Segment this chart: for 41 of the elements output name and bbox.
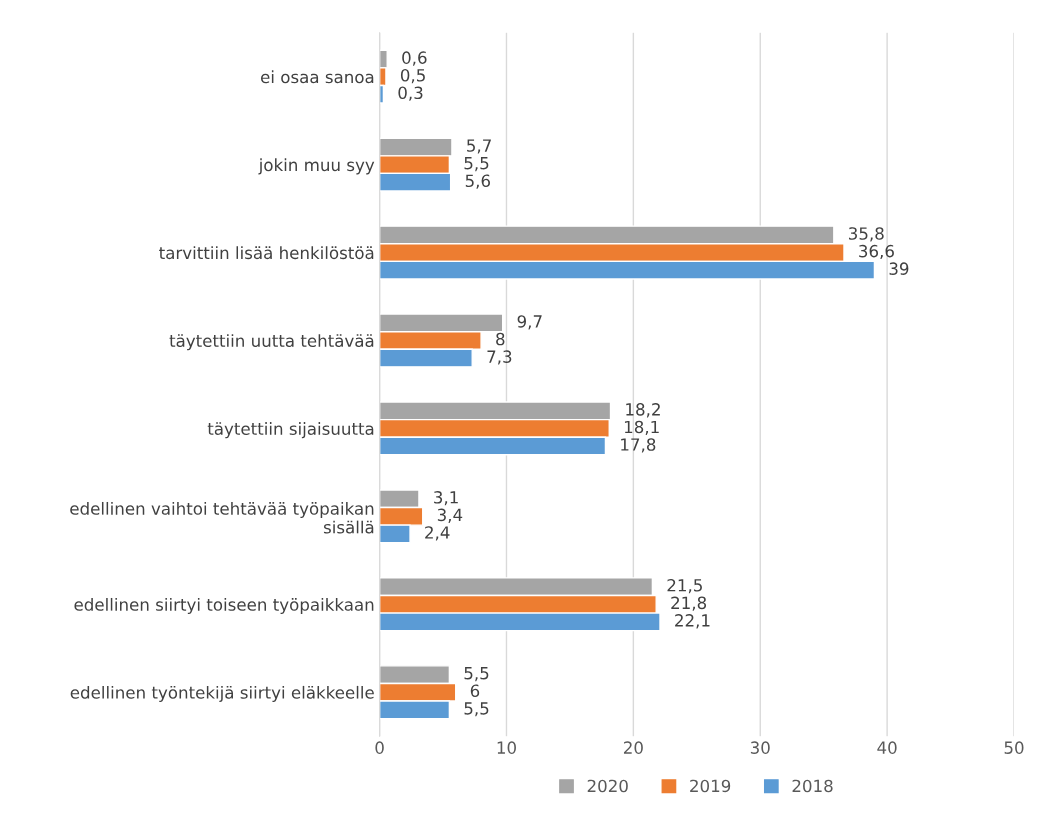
y-tick-label: edellinen vaihtoi tehtävää työpaikan sisällä <box>70 501 374 534</box>
legend-label: 2018 <box>792 779 833 793</box>
data-label: 5,7 <box>467 139 491 154</box>
x-tick-label: 20 <box>623 741 643 754</box>
legend-label: 2020 <box>587 779 628 793</box>
data-label: 8 <box>496 332 505 346</box>
data-label: 35,8 <box>848 227 884 242</box>
data-label: 5,5 <box>464 702 489 717</box>
data-label: 39 <box>889 262 909 275</box>
y-tick-label: edellinen siirtyi toiseen työpaikkaan <box>74 597 374 615</box>
data-label: 17,8 <box>621 438 656 453</box>
y-tick-label: jokin muu syy <box>258 158 375 175</box>
data-label: 21,8 <box>671 596 707 611</box>
y-tick-label: edellinen työntekijä siirtyi eläkkeelle <box>70 685 374 703</box>
data-label: 0,6 <box>402 51 427 66</box>
data-label: 18,1 <box>624 420 659 435</box>
legend-label: 2019 <box>690 779 731 793</box>
data-label: 3,4 <box>437 508 463 523</box>
data-label: 0,5 <box>400 68 425 84</box>
data-label: 6 <box>470 684 480 698</box>
x-tick-label: 0 <box>375 741 384 754</box>
y-tick-label: täytettiin uutta tehtävää <box>169 334 374 351</box>
data-label: 0,3 <box>398 86 423 101</box>
y-tick-label: ei osaa sanoa <box>261 70 374 84</box>
x-tick-label: 50 <box>1004 741 1024 754</box>
data-label: 7,3 <box>487 350 512 365</box>
data-label: 5,5 <box>464 667 489 682</box>
data-label: 36,6 <box>859 244 894 260</box>
data-label: 18,2 <box>626 403 660 418</box>
y-tick-label: täytettiin sijaisuutta <box>207 422 374 439</box>
x-tick-label: 30 <box>750 741 770 754</box>
data-label: 9,7 <box>517 315 542 330</box>
x-tick-label: 40 <box>877 741 897 754</box>
data-label: 2,4 <box>425 526 450 541</box>
data-label: 5,6 <box>465 174 490 189</box>
y-tick-label: tarvittiin lisää henkilöstöä <box>159 246 374 260</box>
data-label: 5,5 <box>464 157 489 172</box>
data-label: 22,1 <box>675 614 710 629</box>
data-label: 3,1 <box>434 491 458 506</box>
data-label: 21,5 <box>667 578 702 594</box>
x-tick-label: 10 <box>497 741 516 754</box>
